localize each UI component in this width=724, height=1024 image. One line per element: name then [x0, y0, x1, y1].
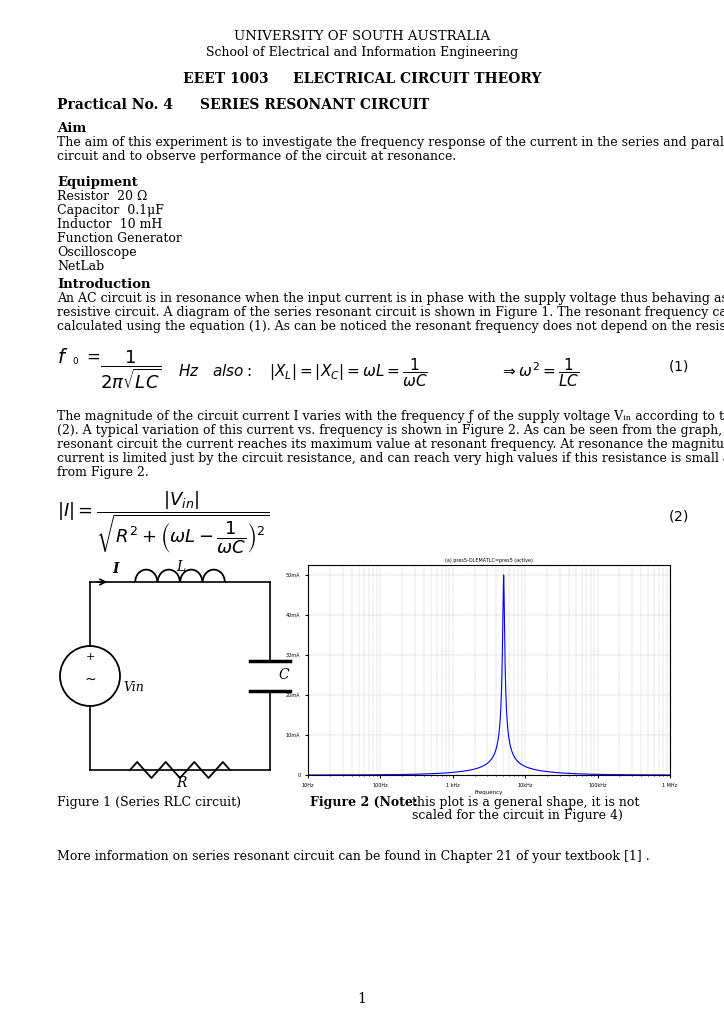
- Text: calculated using the equation (1). As can be noticed the resonant frequency does: calculated using the equation (1). As ca…: [57, 319, 724, 333]
- Text: Aim: Aim: [57, 122, 86, 135]
- X-axis label: Frequency: Frequency: [475, 791, 503, 796]
- Text: An AC circuit is in resonance when the input current is in phase with the supply: An AC circuit is in resonance when the i…: [57, 292, 724, 305]
- Text: scaled for the circuit in Figure 4): scaled for the circuit in Figure 4): [412, 809, 623, 822]
- Text: Figure 2 (Note:: Figure 2 (Note:: [310, 796, 418, 809]
- Text: $(2)$: $(2)$: [668, 508, 689, 524]
- Text: circuit and to observe performance of the circuit at resonance.: circuit and to observe performance of th…: [57, 150, 456, 163]
- Text: resistive circuit. A diagram of the series resonant circuit is shown in Figure 1: resistive circuit. A diagram of the seri…: [57, 306, 724, 319]
- Text: Figure 1 (Series RLC circuit): Figure 1 (Series RLC circuit): [57, 796, 241, 809]
- Text: EEET 1003     ELECTRICAL CIRCUIT THEORY: EEET 1003 ELECTRICAL CIRCUIT THEORY: [182, 72, 542, 86]
- Text: $(1)$: $(1)$: [668, 358, 689, 374]
- Text: $|I| = \dfrac{|V_{in}|}{\sqrt{R^2 + \left(\omega L - \dfrac{1}{\omega C}\right)^: $|I| = \dfrac{|V_{in}|}{\sqrt{R^2 + \lef…: [57, 490, 269, 556]
- Text: Resistor  20 Ω: Resistor 20 Ω: [57, 190, 148, 203]
- Text: $\dfrac{1}{2\pi\sqrt{LC}}$: $\dfrac{1}{2\pi\sqrt{LC}}$: [100, 348, 162, 391]
- Text: Equipment: Equipment: [57, 176, 138, 189]
- Text: resonant circuit the current reaches its maximum value at resonant frequency. At: resonant circuit the current reaches its…: [57, 438, 724, 451]
- Text: R: R: [176, 776, 187, 790]
- Text: L: L: [176, 560, 185, 574]
- Text: this plot is a general shape, it is not: this plot is a general shape, it is not: [412, 796, 639, 809]
- Text: $f$: $f$: [57, 348, 68, 367]
- Text: ~: ~: [84, 673, 96, 687]
- Text: $\Rightarrow \omega^2 = \dfrac{1}{LC}$: $\Rightarrow \omega^2 = \dfrac{1}{LC}$: [500, 356, 579, 389]
- Text: $=$: $=$: [83, 348, 101, 365]
- Text: The aim of this experiment is to investigate the frequency response of the curre: The aim of this experiment is to investi…: [57, 136, 724, 150]
- Text: UNIVERSITY OF SOUTH AUSTRALIA: UNIVERSITY OF SOUTH AUSTRALIA: [234, 30, 490, 43]
- Text: 1: 1: [358, 992, 366, 1006]
- Text: Introduction: Introduction: [57, 278, 151, 291]
- Text: Function Generator: Function Generator: [57, 232, 182, 245]
- Title: (a) pres5-OLEMATLC=pres5 (active): (a) pres5-OLEMATLC=pres5 (active): [445, 558, 533, 563]
- Text: Vin: Vin: [123, 681, 144, 694]
- Text: $_0$: $_0$: [72, 354, 79, 367]
- Text: $Hz \quad also: \quad |X_L| = |X_C| = \omega L = \dfrac{1}{\omega C}$: $Hz \quad also: \quad |X_L| = |X_C| = \o…: [178, 356, 428, 389]
- Text: +: +: [86, 652, 96, 662]
- Text: SERIES RESONANT CIRCUIT: SERIES RESONANT CIRCUIT: [200, 98, 429, 112]
- Text: Capacitor  0.1μF: Capacitor 0.1μF: [57, 204, 164, 217]
- Text: NetLab: NetLab: [57, 260, 104, 273]
- Text: Oscilloscope: Oscilloscope: [57, 246, 137, 259]
- Text: Inductor  10 mH: Inductor 10 mH: [57, 218, 162, 231]
- Text: from Figure 2.: from Figure 2.: [57, 466, 148, 479]
- Text: (2). A typical variation of this current vs. frequency is shown in Figure 2. As : (2). A typical variation of this current…: [57, 424, 724, 437]
- Text: More information on series resonant circuit can be found in Chapter 21 of your t: More information on series resonant circ…: [57, 850, 649, 863]
- Text: The magnitude of the circuit current Ⅰ varies with the frequency ƒ of the supply: The magnitude of the circuit current Ⅰ v…: [57, 410, 724, 423]
- Text: current is limited just by the circuit resistance, and can reach very high value: current is limited just by the circuit r…: [57, 452, 724, 465]
- Text: School of Electrical and Information Engineering: School of Electrical and Information Eng…: [206, 46, 518, 59]
- Text: Practical No. 4: Practical No. 4: [57, 98, 173, 112]
- Text: C: C: [278, 668, 289, 682]
- Text: I: I: [112, 562, 119, 575]
